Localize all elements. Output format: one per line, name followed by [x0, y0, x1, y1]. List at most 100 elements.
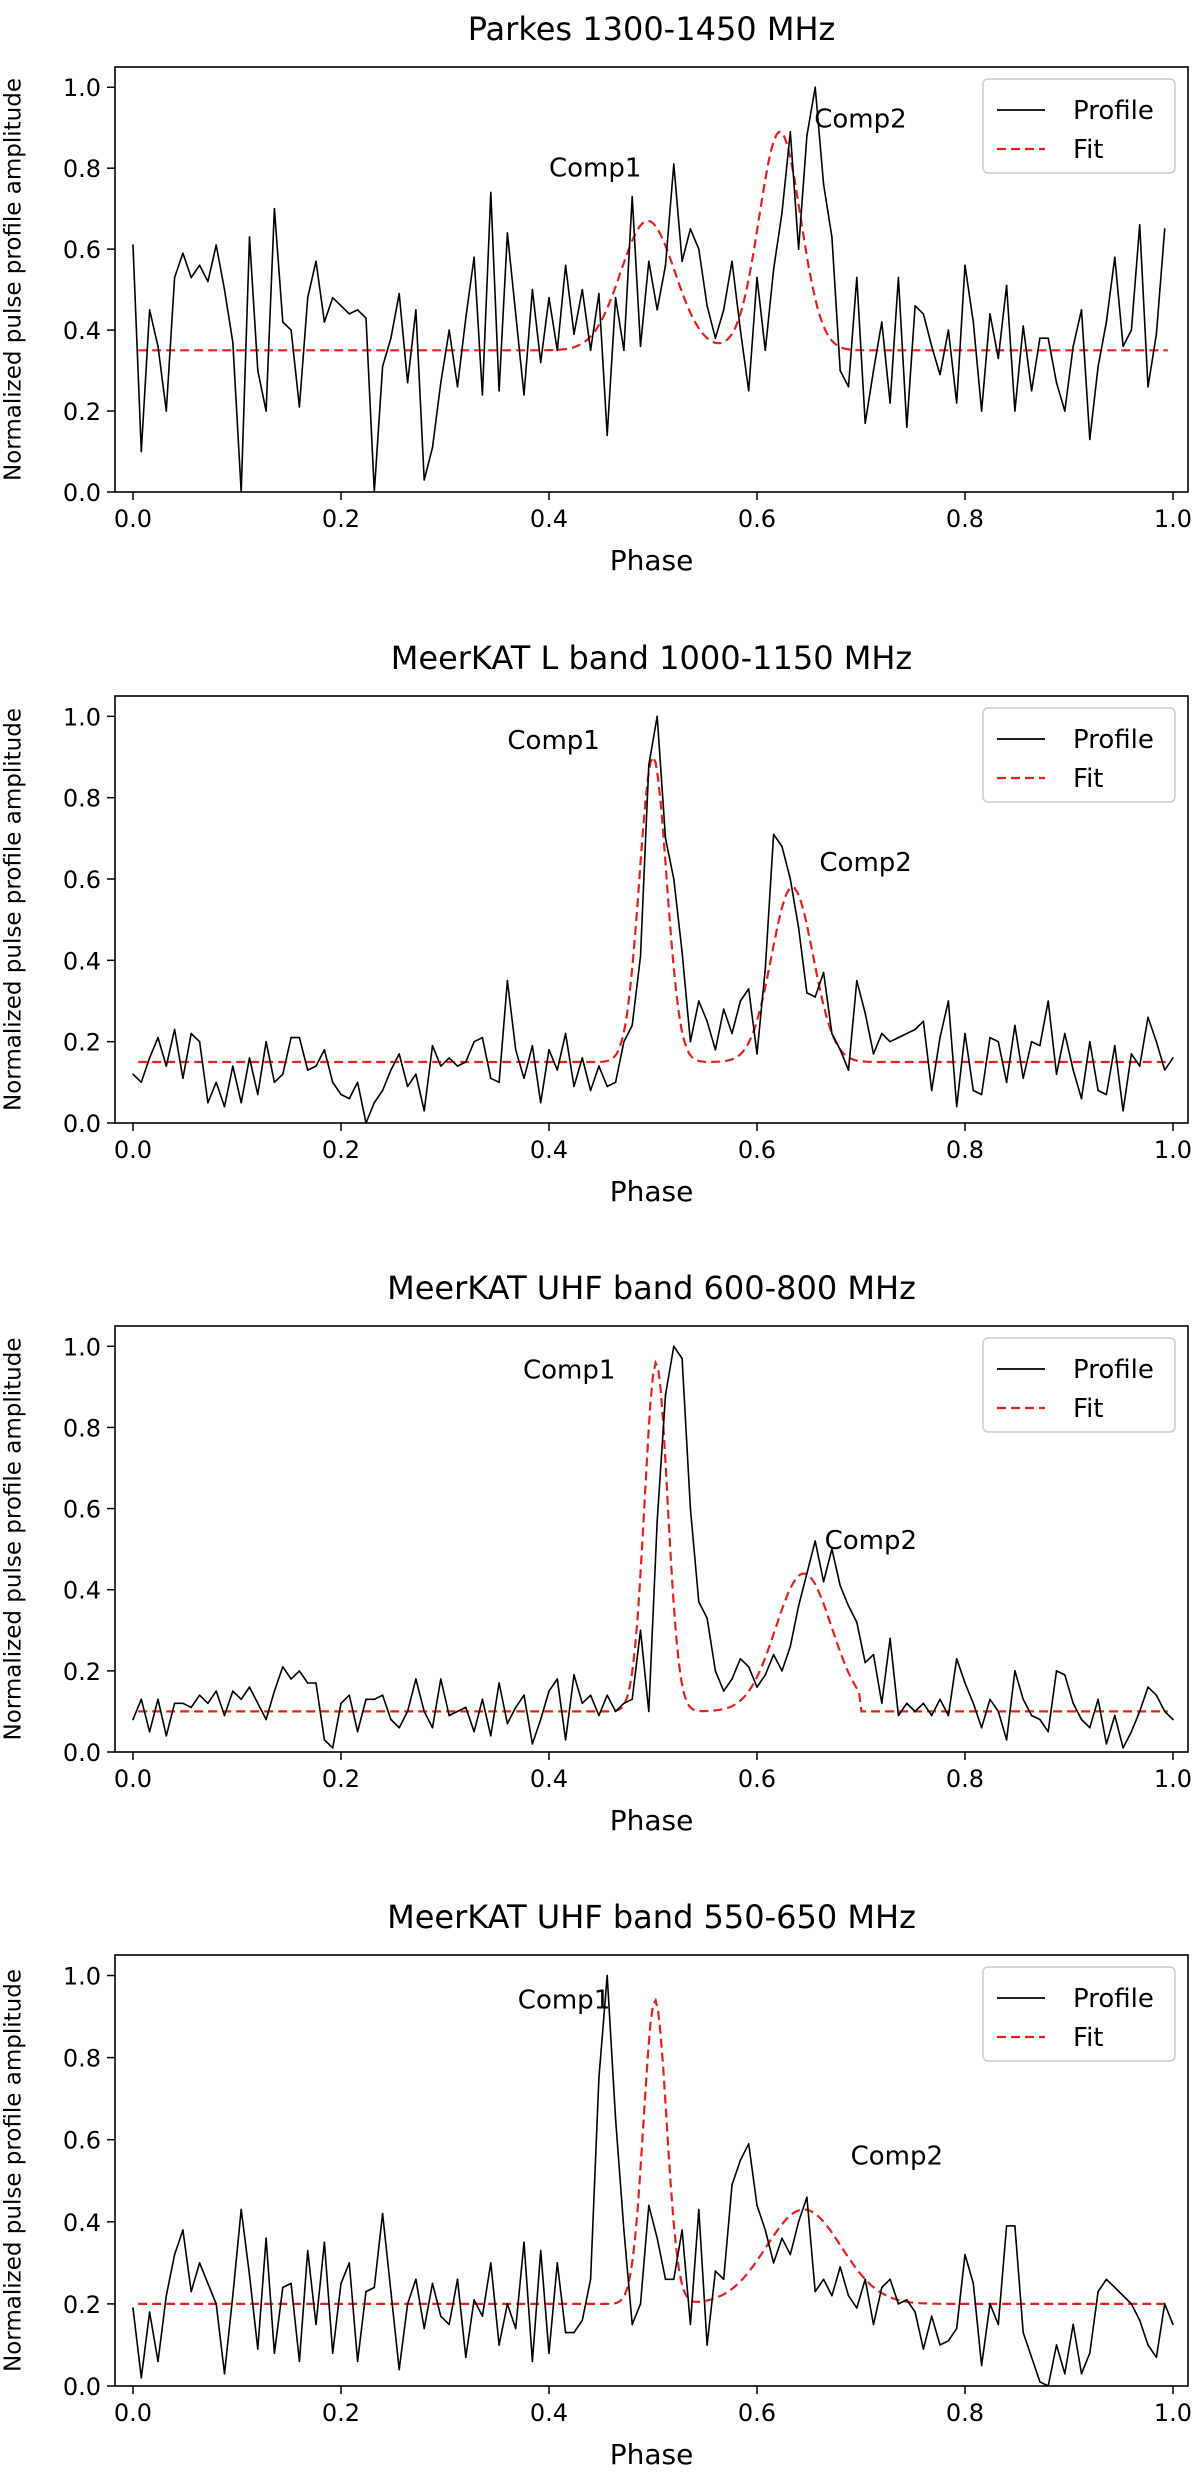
- profile-point: [1072, 1069, 1074, 1071]
- profile-point: [955, 402, 958, 404]
- profile-point: [564, 2331, 567, 2334]
- profile-point: [248, 1686, 251, 1688]
- profile-point: [930, 1714, 933, 1717]
- profile-point: [631, 2323, 633, 2326]
- profile-point: [897, 1714, 900, 1717]
- profile-point: [656, 2237, 658, 2240]
- profile-point: [323, 321, 326, 323]
- profile-point: [1005, 1081, 1008, 1084]
- profile-point: [747, 2143, 750, 2145]
- profile-point: [881, 1032, 883, 1035]
- profile-point: [1005, 2225, 1008, 2227]
- profile-point: [872, 369, 875, 372]
- profile-point: [1138, 1710, 1141, 1713]
- profile-point: [664, 2278, 667, 2281]
- profile-point: [1030, 1714, 1033, 1717]
- profile-point: [1122, 1110, 1124, 1112]
- profile-point: [623, 2229, 625, 2231]
- profile-point: [831, 2294, 833, 2297]
- profile-point: [523, 1077, 525, 1080]
- chart-title: MeerKAT L band 1000-1150 MHz: [391, 639, 912, 677]
- profile-point: [922, 2348, 925, 2350]
- profile-point: [872, 1653, 875, 1656]
- profile-point: [489, 2262, 492, 2264]
- x-tick-label: 0.0: [114, 505, 152, 533]
- profile-point: [1163, 2303, 1166, 2305]
- profile-point: [864, 2278, 866, 2281]
- profile-point: [872, 2323, 875, 2326]
- profile-point: [947, 329, 950, 331]
- profile-point: [639, 2303, 642, 2305]
- profile-point: [856, 276, 858, 279]
- profile-point: [157, 345, 159, 348]
- profile-point: [356, 1081, 359, 1084]
- profile-point: [373, 1101, 376, 1104]
- profile-point: [614, 2118, 617, 2120]
- profile-point: [714, 1049, 717, 1051]
- profile-point: [997, 2323, 1000, 2326]
- profile-point: [656, 1519, 658, 1522]
- profile-point: [955, 2327, 958, 2330]
- y-tick-label: 0.6: [63, 2127, 101, 2155]
- profile-points: [132, 1345, 1174, 1749]
- profile-point: [697, 2208, 700, 2211]
- annotation-comp2: Comp2: [825, 1526, 917, 1556]
- y-axis-label: Normalized pulse profile amplitude: [1, 78, 27, 481]
- y-tick-label: 0.0: [63, 479, 101, 507]
- profile-point: [498, 1682, 500, 1684]
- y-tick-label: 1.0: [63, 74, 101, 102]
- profile-point: [223, 2372, 226, 2375]
- profile-point: [847, 1605, 850, 1607]
- profile-point: [240, 2208, 242, 2211]
- profile-point: [190, 1706, 193, 1709]
- profile-point: [232, 2294, 234, 2297]
- profile-point: [173, 276, 176, 279]
- profile-point: [498, 1081, 500, 1084]
- profile-point: [290, 2282, 292, 2285]
- profile-point: [847, 385, 850, 388]
- profile-point: [897, 1036, 900, 1039]
- profile-point: [556, 349, 559, 352]
- profile-point: [772, 268, 775, 271]
- profile-point: [747, 988, 750, 990]
- profile-point: [781, 1670, 783, 1672]
- legend-label-fit: Fit: [1073, 764, 1103, 794]
- profile-point: [1064, 1032, 1066, 1035]
- profile-point: [548, 1049, 550, 1051]
- profile-point: [207, 2282, 209, 2285]
- profile-point: [1089, 2352, 1091, 2354]
- profile-point: [323, 1049, 326, 1051]
- profile-point: [764, 967, 767, 970]
- profile-point: [1172, 2323, 1174, 2326]
- profile-point: [1147, 1016, 1149, 1019]
- profile-point: [614, 1081, 617, 1084]
- profile-point: [273, 2352, 276, 2354]
- profile-point: [1130, 1053, 1133, 1055]
- profile-point: [323, 2241, 326, 2244]
- profile-point: [573, 1085, 575, 1088]
- profile-point: [165, 2294, 168, 2297]
- profile-point: [531, 1743, 534, 1745]
- profile-point: [348, 1097, 351, 1100]
- x-tick-label: 0.8: [946, 505, 984, 533]
- profile-point: [1122, 2294, 1124, 2297]
- y-axis-label: Normalized pulse profile amplitude: [1, 708, 27, 1111]
- profile-point: [814, 996, 817, 998]
- profile-point: [481, 2315, 484, 2318]
- profile-point: [406, 1710, 409, 1713]
- profile-point: [964, 1682, 966, 1684]
- profile-point: [606, 1085, 609, 1088]
- profile-point: [1130, 1730, 1133, 1733]
- profile-point: [1055, 381, 1058, 384]
- profile-point: [381, 365, 384, 368]
- profile-point: [839, 1049, 841, 1051]
- profile-point: [706, 1617, 708, 1619]
- axes-frame: [114, 695, 1189, 1124]
- profile-point: [1072, 1702, 1074, 1705]
- profile-point: [822, 1580, 825, 1583]
- profile-point: [1055, 1073, 1058, 1075]
- profile-point: [415, 1678, 417, 1680]
- profile-point: [731, 1678, 733, 1680]
- profile-point: [531, 1044, 534, 1047]
- profile-point: [506, 2303, 509, 2305]
